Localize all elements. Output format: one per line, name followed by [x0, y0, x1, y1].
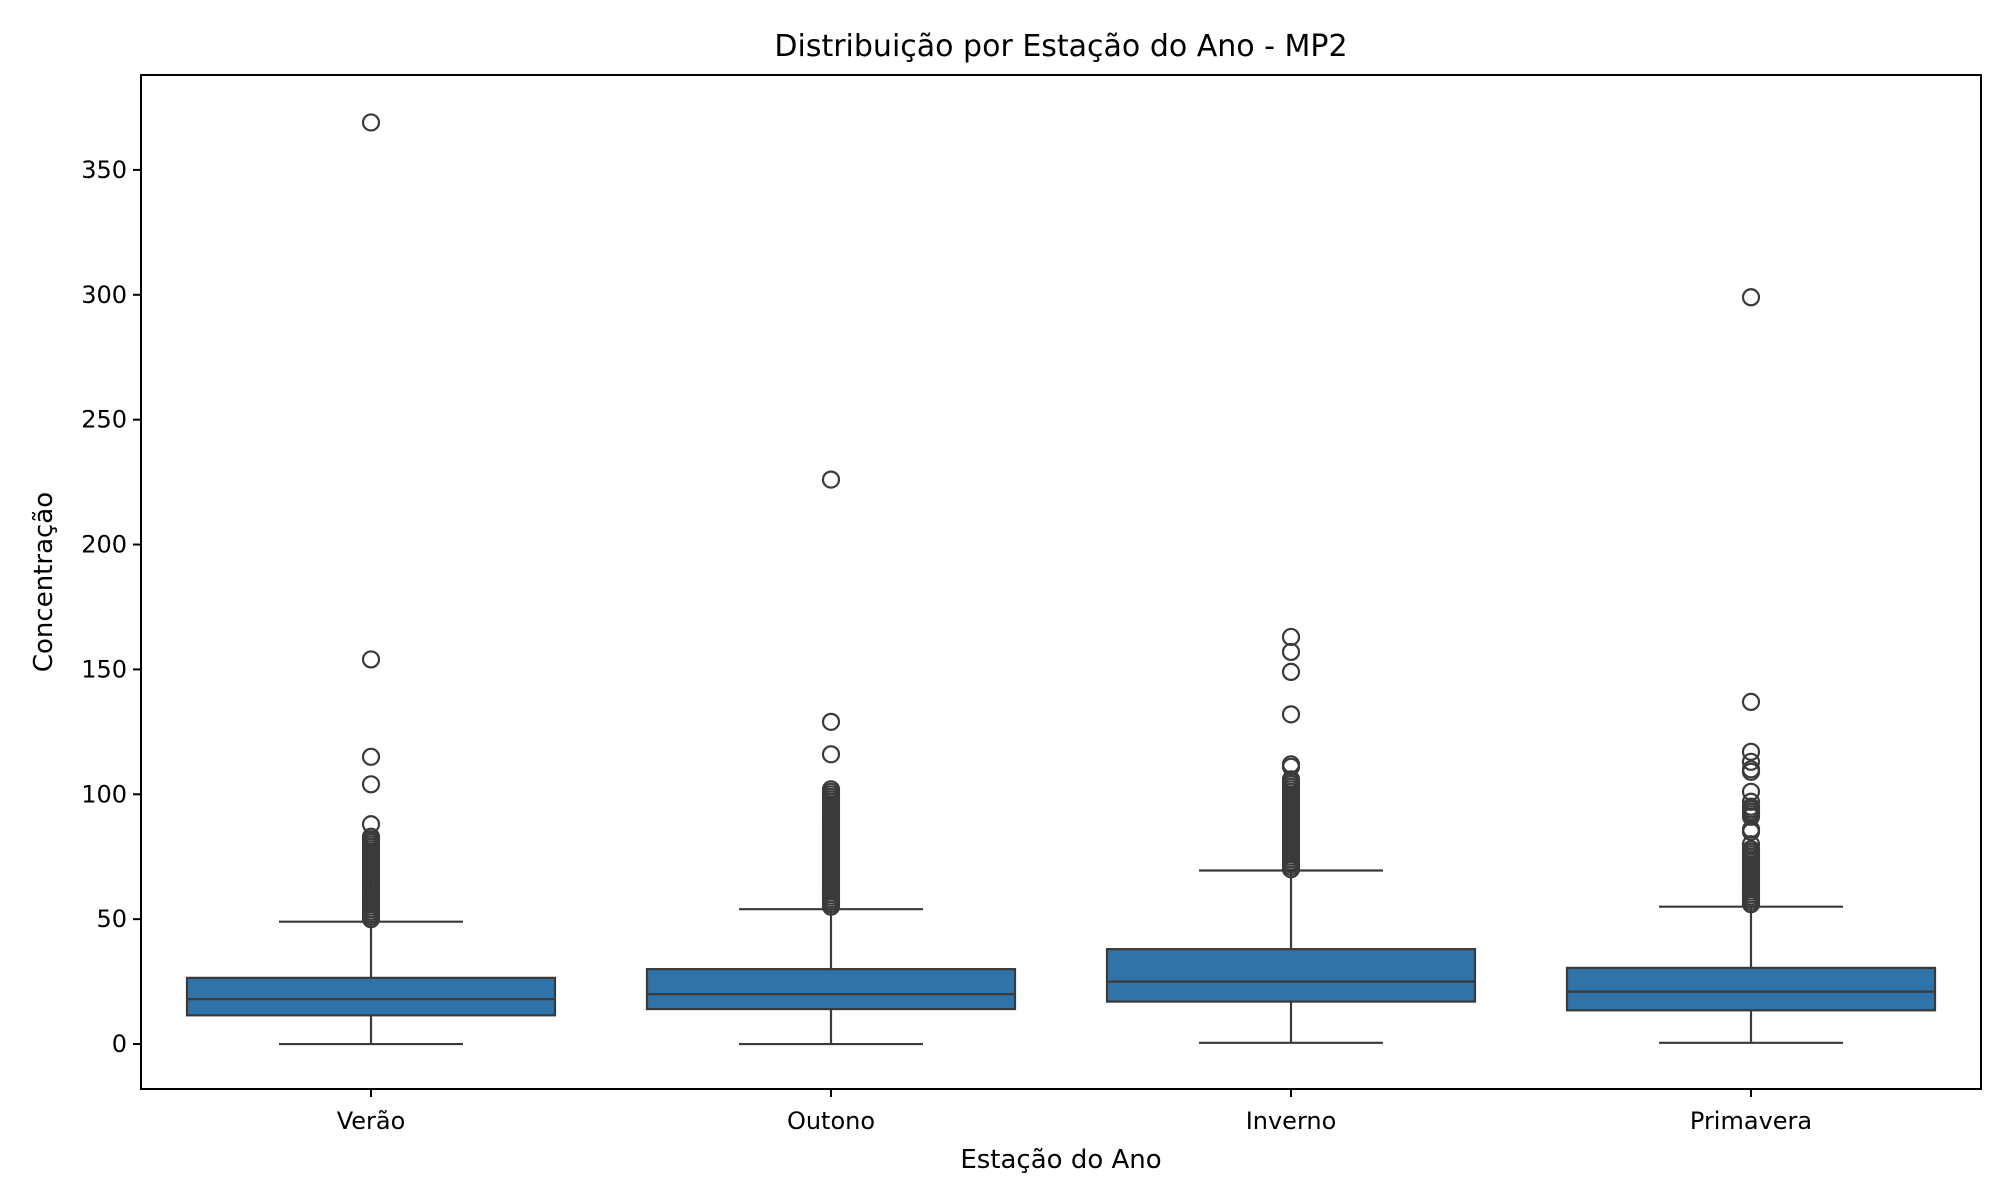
- outlier-point: [1741, 752, 1761, 771]
- outlier-point: [1741, 742, 1761, 761]
- iqr-box: [1105, 948, 1477, 1003]
- outlier-point: [1741, 692, 1761, 711]
- y-tick-label: 350: [81, 156, 127, 184]
- outlier-point: [821, 745, 841, 764]
- outlier-point: [1281, 705, 1301, 724]
- y-tick-label: 300: [81, 281, 127, 309]
- outlier-point: [1741, 840, 1761, 859]
- iqr-box: [1565, 966, 1937, 1012]
- outlier-point: [361, 747, 381, 766]
- box-group: [1105, 627, 1477, 1044]
- outlier-point: [1281, 642, 1301, 662]
- x-axis: Verão Outono Inverno Primavera: [337, 1089, 1812, 1135]
- x-axis-label: Estação do Ano: [960, 1145, 1161, 1175]
- x-tick-label: Outono: [787, 1107, 875, 1135]
- outlier-point: [361, 815, 381, 834]
- box-group: [645, 470, 1017, 1046]
- box-group: [185, 113, 557, 1046]
- outlier-point: [361, 775, 381, 794]
- x-tick-label: Verão: [337, 1107, 406, 1135]
- y-tick-label: 100: [81, 780, 127, 808]
- outlier-point: [361, 650, 381, 669]
- outlier-point: [1281, 662, 1301, 682]
- outlier-point: [821, 470, 841, 489]
- outlier-point: [1741, 288, 1761, 307]
- iqr-box: [645, 968, 1017, 1011]
- outlier-point: [1281, 627, 1301, 647]
- box-group: [1565, 288, 1937, 1044]
- outlier-point: [361, 113, 381, 132]
- y-axis: 0 50 100 150 200 250 300 350: [81, 156, 141, 1058]
- outlier-point: [821, 712, 841, 731]
- outlier-point: [1281, 755, 1301, 774]
- plot-area-frame: [140, 74, 1982, 1090]
- y-tick-label: 250: [81, 406, 127, 434]
- outlier-point: [1741, 792, 1761, 811]
- y-axis-label: Concentração: [29, 492, 59, 672]
- y-tick-label: 150: [81, 655, 127, 683]
- outlier-point: [821, 780, 841, 799]
- box-series: [185, 113, 1937, 1046]
- y-tick-label: 200: [81, 531, 127, 559]
- iqr-box: [185, 976, 557, 1017]
- outlier-point: [1741, 782, 1761, 801]
- x-tick-label: Inverno: [1246, 1107, 1337, 1135]
- outlier-point: [1741, 760, 1761, 779]
- y-tick-label: 50: [96, 905, 127, 933]
- x-tick-label: Primavera: [1690, 1107, 1812, 1135]
- chart-title: Distribuição por Estação do Ano - MP2: [774, 29, 1347, 64]
- outlier-point: [361, 827, 381, 846]
- y-tick-label: 0: [112, 1030, 127, 1058]
